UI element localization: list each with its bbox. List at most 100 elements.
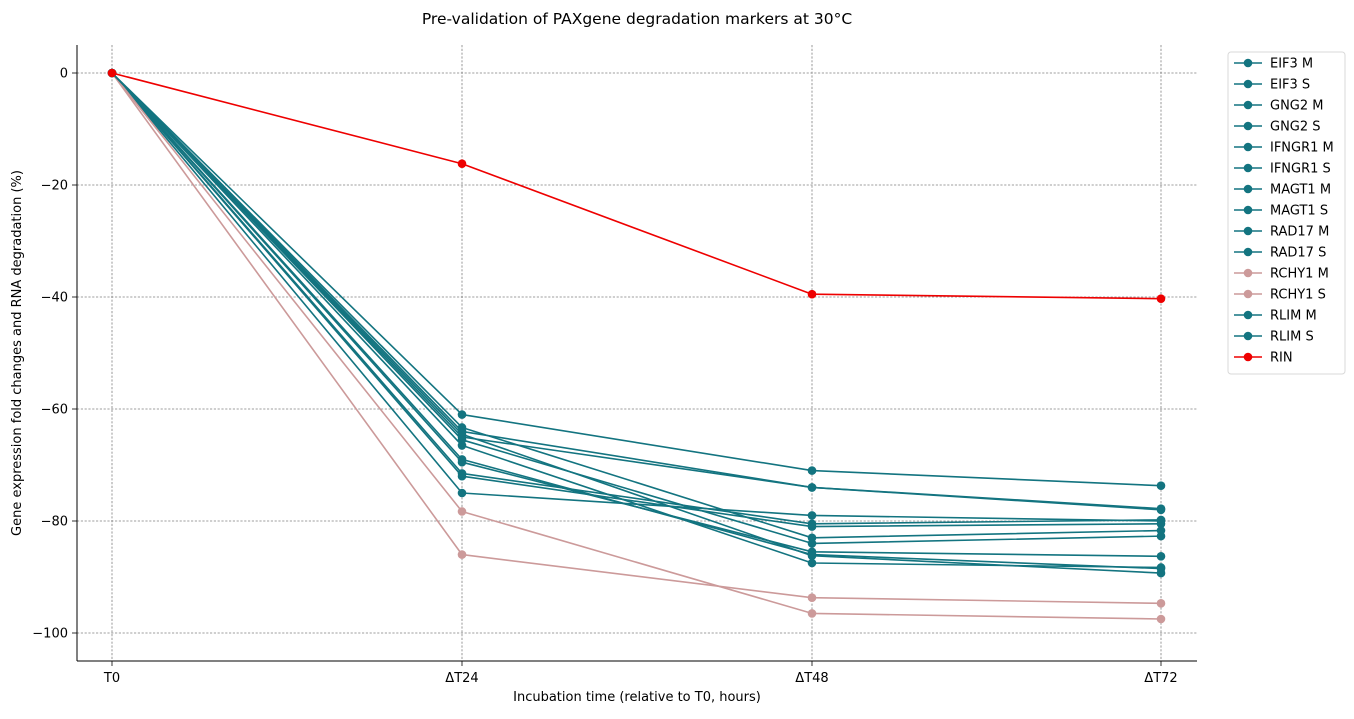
legend-item: RCHY1 M [1234, 267, 1329, 282]
data-point [807, 551, 817, 561]
legend-item: RAD17 S [1234, 246, 1326, 261]
data-point [807, 483, 817, 492]
legend-label: RIN [1270, 351, 1293, 366]
legend-swatch-marker [1243, 79, 1253, 89]
legend-label: GNG2 S [1270, 120, 1321, 135]
series-rad17-m [107, 68, 1166, 572]
legend-label: RAD17 M [1270, 225, 1329, 240]
data-point [807, 539, 817, 548]
x-axis-label: Incubation time (relative to T0, hours) [513, 690, 761, 705]
data-point [1156, 515, 1166, 525]
data-point [807, 511, 817, 520]
legend-label: MAGT1 S [1270, 204, 1328, 219]
data-point [457, 550, 467, 559]
legend-swatch-marker [1243, 205, 1253, 215]
x-tick-label: ΔT72 [1144, 671, 1177, 686]
x-ticks: T0 ΔT24 ΔT48 ΔT72 [103, 661, 1178, 686]
data-point [1156, 599, 1166, 608]
y-tick-label: −20 [41, 179, 68, 194]
data-point [807, 558, 817, 568]
data-point [457, 507, 467, 516]
legend-label: RCHY1 S [1270, 288, 1326, 303]
legend-swatch-marker [1243, 310, 1253, 320]
series-ifngr1-s [107, 68, 1166, 513]
series-eif3-m [107, 68, 1166, 573]
legend-item: GNG2 M [1234, 99, 1324, 114]
legend-item: RCHY1 S [1234, 288, 1326, 303]
series-eif3-s [107, 68, 1166, 515]
legend-label: RLIM M [1270, 309, 1317, 324]
data-point [457, 488, 467, 498]
legend-label: GNG2 M [1270, 99, 1324, 114]
series-line [111, 72, 1162, 545]
legend-item: RIN [1234, 351, 1293, 366]
data-point [1156, 294, 1166, 303]
series-ifngr1-m [107, 68, 1166, 491]
legend-swatch-marker [1243, 163, 1253, 173]
y-tick-label: −80 [41, 515, 68, 530]
legend-item: MAGT1 S [1234, 204, 1328, 219]
series-line [111, 72, 1162, 605]
legend-label: EIF3 S [1270, 78, 1310, 93]
series-rchy1-s [107, 68, 1166, 608]
legend-item: RLIM M [1234, 309, 1317, 324]
data-point [807, 466, 817, 475]
data-point [457, 159, 467, 169]
legend-swatch-marker [1243, 58, 1253, 68]
x-tick-label: ΔT24 [445, 671, 478, 686]
legend-item: GNG2 S [1234, 120, 1321, 135]
legend-swatch-marker [1243, 268, 1253, 278]
legend-label: IFNGR1 S [1270, 162, 1331, 177]
legend-label: RLIM S [1270, 330, 1314, 345]
series-line [111, 72, 1162, 558]
series-line [111, 72, 1162, 300]
data-point [807, 593, 817, 603]
data-point [807, 609, 817, 618]
data-point [457, 435, 467, 445]
y-ticks: 0 −20 −40 −60 −80 −100 [32, 67, 77, 642]
series-rchy1-m [107, 68, 1166, 624]
legend-item: MAGT1 M [1234, 183, 1331, 198]
series-line [111, 72, 1162, 528]
x-tick-label: T0 [103, 671, 120, 686]
data-point [1156, 531, 1166, 541]
legend-item: RLIM S [1234, 330, 1314, 345]
series-rin [107, 68, 1166, 303]
series-line [111, 72, 1162, 539]
series-rlim-s [107, 68, 1166, 548]
y-axis-label: Gene expression fold changes and RNA deg… [10, 170, 25, 536]
series-line [111, 72, 1162, 569]
y-tick-label: 0 [60, 67, 68, 82]
data-point [1156, 614, 1166, 624]
legend-item: EIF3 S [1234, 78, 1310, 93]
data-point [1156, 504, 1166, 513]
legend-label: RAD17 S [1270, 246, 1326, 261]
data-point [1156, 551, 1166, 561]
data-point [1156, 568, 1166, 578]
legend-item: RAD17 M [1234, 225, 1329, 240]
series-line [111, 72, 1162, 525]
series-line [111, 72, 1162, 511]
data-point [1156, 481, 1166, 491]
data-point [807, 289, 817, 299]
data-point [457, 469, 467, 478]
series-gng2-s [107, 68, 1166, 561]
series-line [111, 72, 1162, 574]
y-tick-label: −100 [32, 627, 68, 642]
legend-label: EIF3 M [1270, 57, 1313, 72]
gridlines [77, 45, 1197, 661]
legend-swatch-marker [1243, 142, 1253, 152]
series-magt1-m [107, 68, 1166, 543]
legend-swatch-marker [1243, 226, 1253, 236]
series-line [111, 72, 1162, 510]
data-point [807, 519, 817, 529]
series-line [111, 72, 1162, 487]
legend-swatch-marker [1243, 184, 1253, 194]
data-point [457, 410, 467, 419]
legend-label: RCHY1 M [1270, 267, 1329, 282]
legend-swatch-marker [1243, 352, 1253, 362]
series-layer [107, 68, 1166, 624]
legend-item: IFNGR1 S [1234, 162, 1331, 177]
